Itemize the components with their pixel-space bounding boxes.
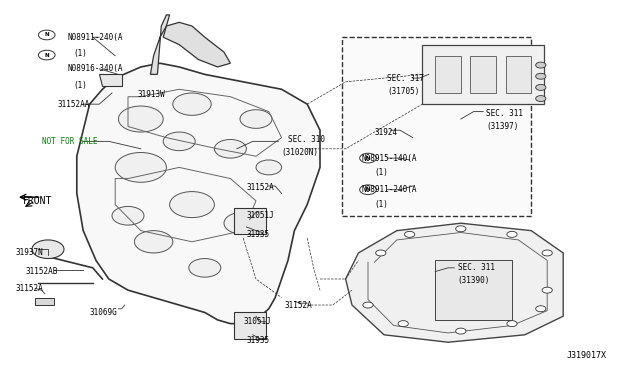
FancyBboxPatch shape <box>506 56 531 93</box>
Text: 31924: 31924 <box>374 128 397 137</box>
Circle shape <box>536 96 546 102</box>
Text: N: N <box>365 187 371 192</box>
Text: (1): (1) <box>74 81 88 90</box>
Polygon shape <box>35 298 54 305</box>
Polygon shape <box>422 45 544 104</box>
Circle shape <box>256 160 282 175</box>
Text: N: N <box>365 155 371 161</box>
Text: FRONT: FRONT <box>22 196 52 206</box>
Text: NOT FOR SALE: NOT FOR SALE <box>42 137 97 146</box>
Text: 31069G: 31069G <box>90 308 117 317</box>
Circle shape <box>134 231 173 253</box>
Circle shape <box>456 328 466 334</box>
Text: 31051J: 31051J <box>246 211 274 220</box>
Text: N08915-140(A: N08915-140(A <box>362 154 417 163</box>
Text: (31705): (31705) <box>387 87 420 96</box>
Circle shape <box>360 153 376 163</box>
Polygon shape <box>77 63 320 324</box>
Text: N: N <box>44 32 49 38</box>
FancyBboxPatch shape <box>342 37 531 216</box>
Circle shape <box>536 84 546 90</box>
Text: 31152A: 31152A <box>16 284 44 293</box>
Circle shape <box>163 132 195 151</box>
Text: (1): (1) <box>374 200 388 209</box>
Text: (31390): (31390) <box>458 276 490 285</box>
Circle shape <box>398 321 408 327</box>
Text: 31935: 31935 <box>246 230 269 239</box>
Circle shape <box>536 73 546 79</box>
Text: N: N <box>44 52 49 58</box>
Text: 31152A: 31152A <box>246 183 274 192</box>
Text: (1): (1) <box>374 169 388 177</box>
Circle shape <box>456 226 466 232</box>
Text: (31397): (31397) <box>486 122 519 131</box>
Text: 31935: 31935 <box>246 336 269 345</box>
Text: (31020N): (31020N) <box>282 148 319 157</box>
Circle shape <box>536 306 546 312</box>
Circle shape <box>170 192 214 218</box>
Circle shape <box>173 93 211 115</box>
Circle shape <box>542 287 552 293</box>
Text: (1): (1) <box>74 49 88 58</box>
Text: N08911-240(A: N08911-240(A <box>362 185 417 194</box>
Polygon shape <box>163 22 230 67</box>
Text: 31152A: 31152A <box>285 301 312 310</box>
Circle shape <box>32 240 64 259</box>
Text: 31152AA: 31152AA <box>58 100 90 109</box>
Text: 31913W: 31913W <box>138 90 165 99</box>
Text: SEC. 310: SEC. 310 <box>288 135 325 144</box>
Circle shape <box>118 106 163 132</box>
FancyBboxPatch shape <box>435 56 461 93</box>
Polygon shape <box>150 15 170 74</box>
Text: 31152AB: 31152AB <box>26 267 58 276</box>
Text: SEC. 311: SEC. 311 <box>458 263 495 272</box>
Circle shape <box>507 231 517 237</box>
Text: N08911-240(A: N08911-240(A <box>67 33 123 42</box>
Text: SEC. 311: SEC. 311 <box>486 109 524 118</box>
Circle shape <box>376 250 386 256</box>
Circle shape <box>38 30 55 40</box>
Circle shape <box>360 185 376 195</box>
Polygon shape <box>99 74 122 86</box>
Circle shape <box>507 321 517 327</box>
Circle shape <box>404 231 415 237</box>
FancyBboxPatch shape <box>234 312 266 339</box>
FancyBboxPatch shape <box>470 56 496 93</box>
Text: N08916-340(A: N08916-340(A <box>67 64 123 73</box>
Circle shape <box>115 153 166 182</box>
Circle shape <box>112 206 144 225</box>
Polygon shape <box>346 223 563 342</box>
Polygon shape <box>435 260 512 320</box>
Circle shape <box>224 212 262 234</box>
Circle shape <box>363 302 373 308</box>
Text: 31051J: 31051J <box>243 317 271 326</box>
Text: J319017X: J319017X <box>566 351 607 360</box>
Circle shape <box>214 140 246 158</box>
Circle shape <box>536 62 546 68</box>
Circle shape <box>542 250 552 256</box>
Text: 31937N: 31937N <box>16 248 44 257</box>
Circle shape <box>38 50 55 60</box>
Circle shape <box>189 259 221 277</box>
Text: SEC. 317: SEC. 317 <box>387 74 424 83</box>
Circle shape <box>240 110 272 128</box>
FancyBboxPatch shape <box>234 208 266 234</box>
